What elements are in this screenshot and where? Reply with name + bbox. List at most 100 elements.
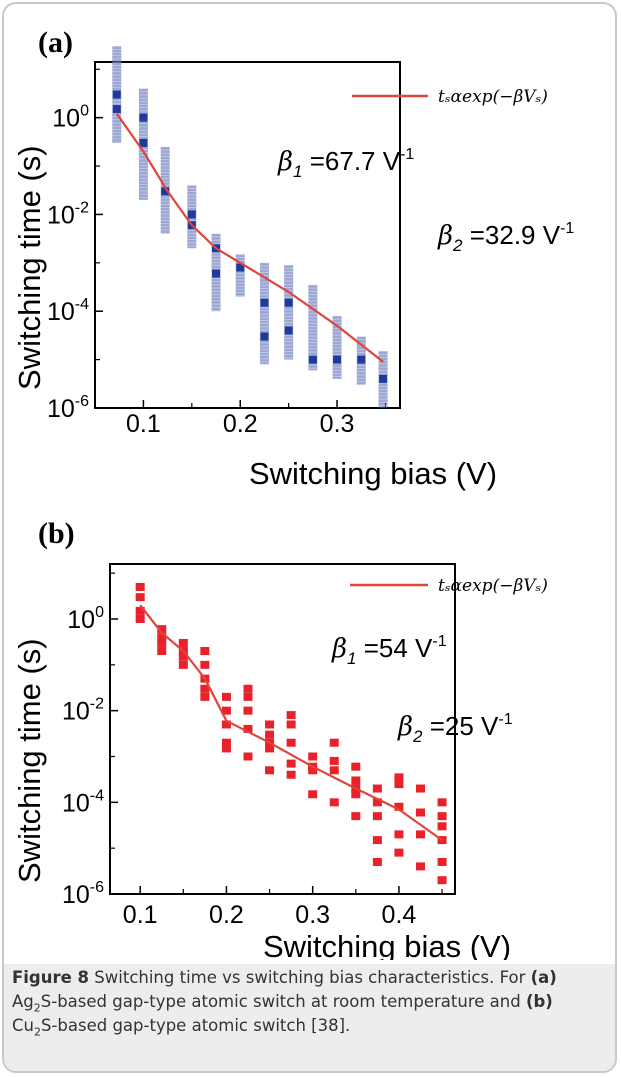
- data-point-dark: [187, 210, 196, 219]
- data-point-dark: [284, 298, 293, 307]
- data-point: [437, 798, 447, 807]
- data-point: [308, 766, 318, 775]
- x-tick-label: 0.4: [382, 901, 417, 929]
- data-point: [416, 830, 425, 839]
- plot-frame: [109, 563, 456, 895]
- beta-annotation: β2 =25 V-1: [397, 711, 513, 746]
- legend-text: tₛαexp(−βVₛ): [438, 576, 548, 596]
- data-cluster: [332, 315, 342, 379]
- data-point-dark: [236, 263, 245, 272]
- x-axis-title: Switching bias (V): [249, 456, 497, 491]
- x-tick-label: 0.2: [223, 410, 258, 438]
- data-point-dark: [357, 355, 366, 364]
- data-point: [243, 706, 253, 715]
- y-tick-label: 10-6: [47, 393, 89, 423]
- data-point: [286, 759, 296, 768]
- fit-line: [115, 113, 384, 363]
- data-point: [372, 812, 382, 821]
- data-point: [286, 738, 296, 747]
- data-point: [135, 593, 145, 602]
- data-point-dark: [284, 326, 293, 335]
- caption-cu-text: Cu: [12, 1016, 34, 1035]
- y-tick-label: 100: [67, 604, 104, 634]
- data-point: [437, 857, 447, 866]
- data-point: [286, 711, 296, 720]
- y-tick-label: 10-2: [47, 199, 89, 229]
- data-point-dark: [112, 105, 121, 114]
- data-point: [221, 692, 231, 701]
- data-point: [329, 738, 339, 747]
- data-point: [394, 773, 404, 782]
- data-point: [329, 798, 339, 807]
- caption-line2-text: S-based gap-type atomic switch at room t…: [40, 992, 526, 1011]
- caption-figure-label: Figure 8: [12, 968, 90, 987]
- data-point-dark: [379, 374, 388, 383]
- y-tick-label: 10-6: [62, 879, 104, 909]
- caption-ag-subscript: 2: [33, 1001, 41, 1015]
- data-point-dark: [308, 355, 317, 364]
- data-point: [221, 738, 231, 747]
- data-point: [265, 766, 275, 775]
- data-point: [372, 784, 382, 793]
- data-point: [200, 660, 210, 669]
- panel-label: (a): [38, 26, 73, 59]
- data-point: [243, 752, 253, 761]
- data-point: [265, 730, 275, 739]
- data-point: [394, 780, 404, 789]
- data-point: [157, 625, 167, 634]
- data-point: [437, 822, 447, 831]
- data-point: [329, 756, 339, 765]
- figure-caption: Figure 8 Switching time vs switching bia…: [12, 966, 610, 1038]
- data-point: [372, 836, 382, 845]
- data-point: [265, 720, 275, 729]
- data-point-dark: [333, 355, 342, 364]
- y-axis-title: Switching time (s): [12, 638, 47, 883]
- data-point: [178, 638, 188, 647]
- data-point: [221, 720, 231, 729]
- data-cluster: [284, 265, 294, 360]
- data-point: [157, 647, 167, 656]
- data-point: [243, 692, 253, 701]
- data-point: [135, 615, 145, 623]
- x-tick-label: 0.3: [320, 410, 355, 438]
- data-point: [178, 660, 188, 669]
- data-point: [437, 812, 447, 821]
- data-point-dark: [112, 90, 121, 99]
- caption-cu-subscript: 2: [33, 1025, 41, 1039]
- y-tick-label: 100: [52, 103, 89, 133]
- data-point: [372, 857, 382, 866]
- data-cluster: [259, 262, 269, 365]
- data-point: [394, 802, 404, 811]
- data-point: [178, 652, 188, 661]
- y-tick-label: 10-4: [47, 296, 89, 326]
- caption-b-label: (b): [525, 992, 553, 1011]
- data-point: [351, 790, 361, 799]
- beta-annotation: β1 =67.7 V-1: [277, 146, 414, 181]
- panel-label: (b): [38, 517, 75, 550]
- plot-frame: [94, 61, 401, 409]
- chart-b: (b) 0.1 0.2 0.3 0.4 100 10-2 10-4 10-6 Switching …: [12, 517, 548, 960]
- data-point: [416, 784, 425, 793]
- data-point: [200, 684, 210, 693]
- data-point: [416, 808, 425, 817]
- x-tick-label: 0.1: [123, 901, 158, 929]
- data-point-dark: [139, 113, 148, 122]
- fit-line: [139, 604, 443, 841]
- data-point: [243, 684, 253, 693]
- data-point: [351, 776, 361, 785]
- data-point-dark: [212, 269, 221, 278]
- caption-box: [4, 964, 615, 1071]
- data-point: [243, 724, 253, 733]
- data-point: [329, 766, 339, 775]
- beta-annotation: β2 =32.9 V-1: [437, 220, 574, 255]
- data-point: [351, 762, 361, 771]
- caption-ag-text: Ag: [12, 992, 34, 1011]
- chart-a: (a) 0.1 0.2 0.3 100 10-2 10-4 10-6 Switching bia…: [12, 26, 574, 491]
- data-point: [394, 830, 404, 839]
- data-point: [200, 692, 210, 701]
- data-point: [157, 638, 167, 647]
- data-point: [416, 862, 425, 871]
- x-axis-title: Switching bias (V): [263, 929, 511, 960]
- legend-text: tₛαexp(−βVₛ): [438, 87, 548, 107]
- caption-line3-text: S-based gap-type atomic switch [38].: [40, 1016, 351, 1035]
